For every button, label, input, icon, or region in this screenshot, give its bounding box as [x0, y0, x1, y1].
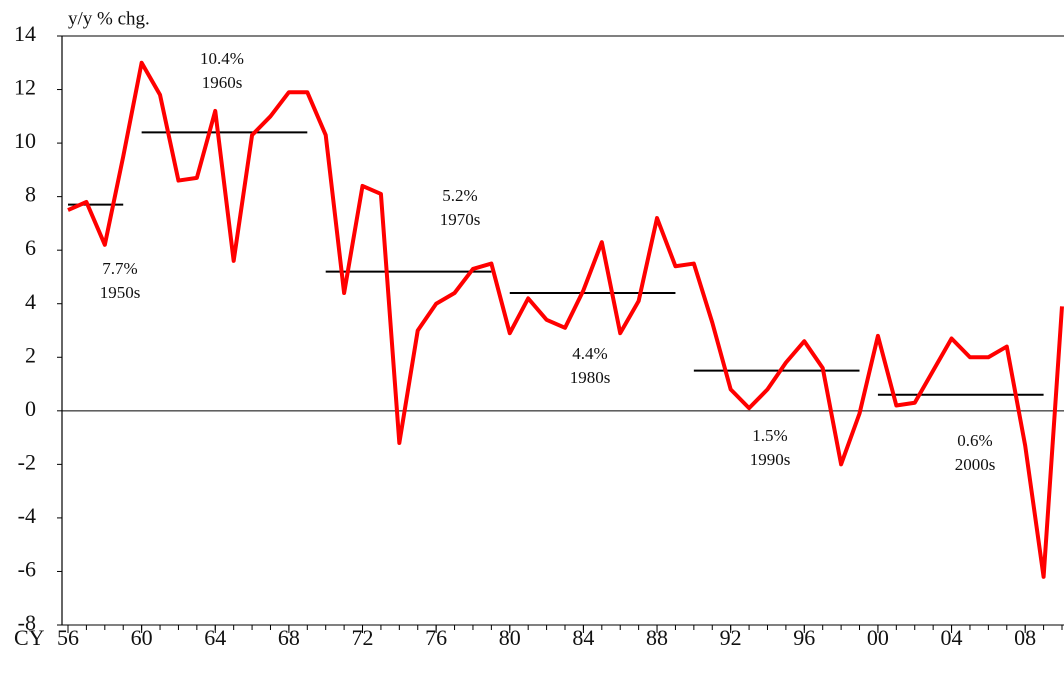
average-decade-label: 1950s [100, 283, 141, 302]
y-tick-label: 4 [25, 289, 36, 314]
average-decade-label: 1990s [750, 450, 791, 469]
y-tick-label: 2 [25, 342, 36, 367]
x-tick-label: 96 [793, 625, 815, 650]
y-tick-label: 14 [14, 21, 36, 46]
x-tick-label: 64 [204, 625, 226, 650]
average-value-label: 0.6% [957, 431, 992, 450]
average-decade-label: 2000s [955, 455, 996, 474]
x-tick-label: 00 [867, 625, 889, 650]
x-tick-label: 76 [425, 625, 447, 650]
x-tick-label: 84 [572, 625, 594, 650]
average-value-label: 5.2% [442, 186, 477, 205]
y-tick-label: 10 [14, 128, 36, 153]
y-tick-label: -4 [18, 503, 36, 528]
x-tick-label: 88 [646, 625, 668, 650]
y-tick-label: 8 [25, 182, 36, 207]
average-decade-label: 1960s [202, 73, 243, 92]
x-tick-label: 56 [57, 625, 79, 650]
y-tick-label: 12 [14, 75, 36, 100]
average-decade-label: 1980s [570, 368, 611, 387]
y-axis-label: y/y % chg. [68, 8, 150, 29]
x-tick-label: 60 [131, 625, 153, 650]
x-tick-label: 08 [1014, 625, 1036, 650]
average-decade-label: 1970s [440, 210, 481, 229]
y-tick-label: 0 [25, 396, 36, 421]
y-tick-label: -2 [18, 449, 36, 474]
average-value-label: 10.4% [200, 49, 244, 68]
average-value-label: 4.4% [572, 344, 607, 363]
average-value-label: 1.5% [752, 426, 787, 445]
y-tick-label: -6 [18, 557, 36, 582]
x-tick-label: 80 [499, 625, 521, 650]
x-tick-label: 72 [352, 625, 374, 650]
y-tick-label: 6 [25, 235, 36, 260]
average-value-label: 7.7% [102, 259, 137, 278]
x-axis-label: CY [14, 625, 45, 650]
x-tick-label: 68 [278, 625, 300, 650]
series-line [67, 60, 1064, 579]
x-tick-label: 92 [720, 625, 742, 650]
x-tick-label: 04 [941, 625, 963, 650]
y-tick-label: -8 [18, 610, 36, 635]
